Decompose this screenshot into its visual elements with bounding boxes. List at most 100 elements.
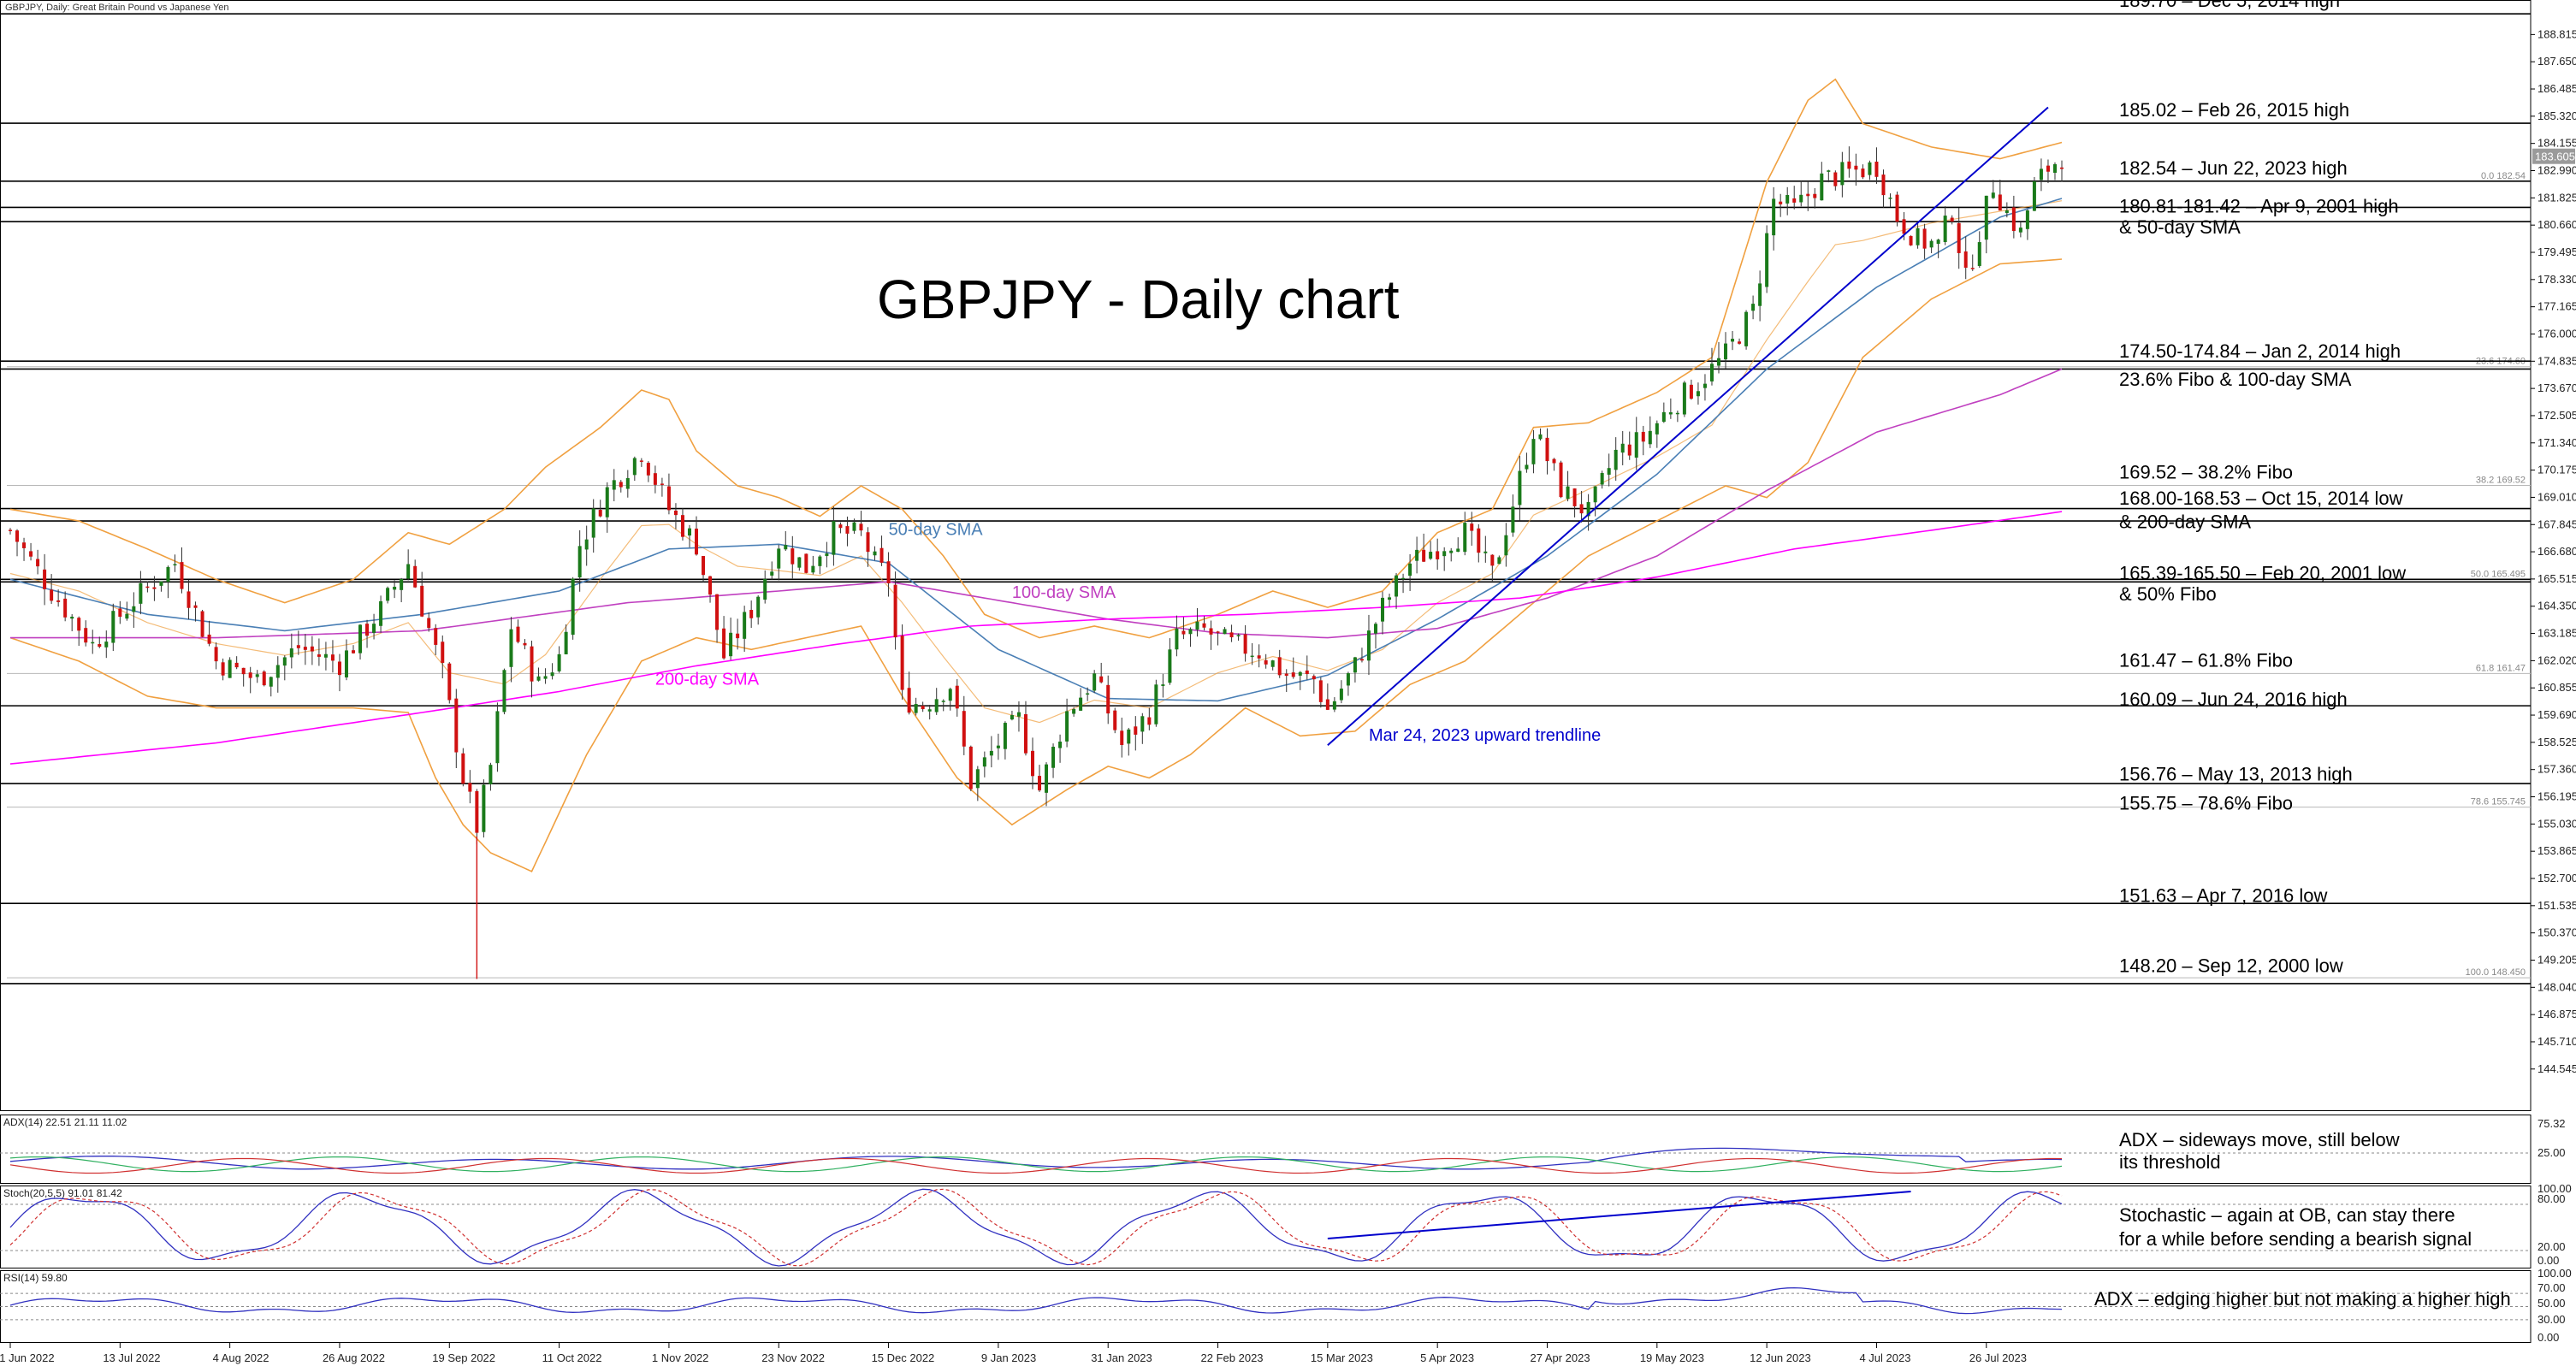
candle-down: [1113, 710, 1117, 730]
minus-di-line: [9, 1157, 2063, 1174]
candle-down: [1318, 680, 1323, 702]
candle-down: [234, 662, 239, 668]
candle-up: [1373, 624, 1377, 634]
rsi-axis-label: 0.00: [2538, 1331, 2559, 1344]
candle-up: [564, 631, 568, 654]
candle-up: [797, 557, 802, 568]
price-tick-label: 144.545: [2538, 1062, 2576, 1075]
candle-up: [1614, 449, 1618, 470]
candle-up: [591, 508, 595, 538]
candle-down: [1490, 554, 1495, 566]
price-axis: 188.815 187.650 186.485 185.320 184.155 182.9…: [2531, 27, 2576, 1075]
candle-up: [1936, 239, 1940, 245]
candle-down: [791, 548, 795, 565]
candle-down: [180, 562, 184, 589]
price-tick-label: 158.525: [2538, 736, 2576, 748]
date-tick-label: 5 Apr 2023: [1420, 1351, 1474, 1364]
date-axis: 21 Jun 2022 13 Jul 2022 4 Aug 2022 26 Aug 2…: [0, 1343, 2027, 1364]
candle-down: [1422, 549, 1426, 562]
fibo-label: 78.6 155.745: [2471, 797, 2526, 807]
candle-up: [1868, 162, 1872, 175]
candle-down: [1881, 174, 1886, 196]
fibo-label: 50.0 165.495: [2471, 569, 2526, 579]
candle-down: [1202, 623, 1206, 628]
candle-up: [1339, 689, 1343, 701]
date-tick-label: 12 Jun 2023: [1750, 1351, 1811, 1364]
date-tick-label: 26 Aug 2022: [323, 1351, 385, 1364]
candle-down: [1559, 462, 1563, 498]
candle-down: [702, 556, 706, 576]
candle-up: [536, 676, 541, 681]
moving-averages: [9, 198, 2063, 765]
level-annotation: 161.47 – 61.8% Fibo: [2119, 649, 2293, 671]
candle-up: [1531, 439, 1536, 464]
candle-down: [1284, 673, 1288, 677]
candle-up: [91, 642, 95, 644]
candle-down: [1229, 632, 1234, 638]
adx-line: [9, 1147, 2063, 1170]
candle-down: [695, 529, 699, 555]
candle-down: [84, 628, 88, 643]
price-tick-label: 151.535: [2538, 899, 2576, 912]
candle-up: [1731, 339, 1735, 342]
candle-down: [1902, 219, 1906, 234]
adx-note: ADX – sideways move, still below: [2119, 1129, 2400, 1150]
rsi-axis-label: 50.00: [2538, 1297, 2566, 1310]
candle-up: [275, 665, 280, 678]
candle-up: [1600, 473, 1604, 485]
candle-up: [1408, 563, 1412, 577]
bollinger-lower: [9, 258, 2063, 872]
candle-up: [770, 571, 774, 576]
price-tick-label: 182.990: [2538, 164, 2576, 177]
candle-up: [1332, 701, 1336, 710]
candle-up: [1463, 523, 1467, 553]
candle-up: [489, 765, 493, 784]
candle-down: [1806, 193, 1810, 197]
candle-down: [118, 608, 122, 618]
price-tick-label: 165.515: [2538, 572, 2576, 585]
stoch-note: for a while before sending a bearish sig…: [2119, 1228, 2472, 1250]
price-tick-label: 174.835: [2538, 354, 2576, 367]
candle-up: [1799, 194, 1803, 203]
candle-up: [1620, 443, 1625, 453]
candle-up: [1586, 501, 1590, 517]
candle-down: [1545, 437, 1549, 462]
candle-down: [63, 598, 68, 618]
candle-up: [625, 477, 630, 489]
candle-up: [1566, 486, 1570, 500]
candle-up: [1929, 240, 1933, 248]
candle-up: [289, 648, 293, 658]
candle-up: [1086, 693, 1090, 695]
candle-down: [434, 628, 438, 645]
price-tick-label: 169.010: [2538, 490, 2576, 503]
line-label: 50-day SMA: [889, 520, 984, 539]
candle-down: [1874, 161, 1879, 177]
candle-up: [1045, 764, 1049, 793]
candle-down: [619, 482, 623, 488]
candle-down: [1257, 655, 1261, 659]
candle-up: [1223, 629, 1227, 635]
price-tick-label: 173.670: [2538, 381, 2576, 394]
candle-down: [447, 663, 452, 701]
level-annotation: & 200-day SMA: [2119, 511, 2251, 532]
candle-up: [173, 564, 177, 566]
price-tick-label: 186.485: [2538, 82, 2576, 95]
price-tick-label: 152.700: [2538, 872, 2576, 884]
candle-up: [1195, 621, 1199, 630]
candle-down: [1813, 193, 1817, 198]
candle-up: [873, 551, 877, 556]
date-tick-label: 1 Nov 2022: [652, 1351, 709, 1364]
candle-down: [29, 551, 33, 557]
stoch-panel-frame: [0, 1186, 2532, 1268]
candle-down: [666, 486, 671, 511]
rsi-header: RSI(14) 59.80: [3, 1272, 68, 1284]
price-tick-label: 187.650: [2538, 55, 2576, 68]
symbol-header: GBPJPY, Daily: Great Britain Pound vs Ja…: [5, 3, 229, 13]
candle-down: [77, 618, 81, 631]
level-annotation: 174.50-174.84 – Jan 2, 2014 high: [2119, 340, 2401, 362]
candle-up: [386, 588, 390, 601]
candle-down: [1277, 657, 1282, 676]
candle-up: [729, 632, 733, 657]
candle-up: [914, 704, 918, 713]
